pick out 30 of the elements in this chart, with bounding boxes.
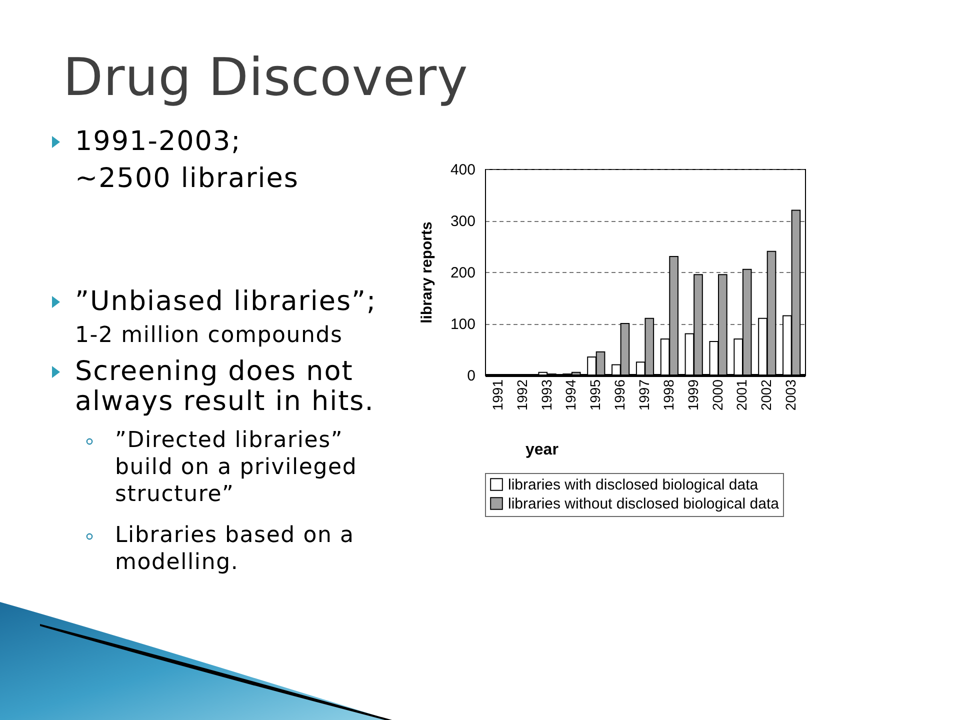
x-tick-label: 1993 — [538, 379, 554, 411]
text: Screening does not always result in hits. — [75, 356, 376, 417]
text: Libraries based on a modelling. — [115, 522, 356, 576]
y-tick-label: 400 — [450, 162, 476, 178]
legend-label: libraries with disclosed biological data — [508, 476, 759, 494]
y-tick-label: 200 — [450, 264, 476, 282]
x-tick-label: 1997 — [636, 379, 652, 411]
text: ~2500 libraries — [75, 163, 300, 194]
x-tick-label: 2001 — [734, 379, 750, 411]
legend-label: libraries without disclosed biological data — [508, 496, 780, 512]
text: ”Unbiased libraries”; — [75, 286, 378, 317]
x-tick-label: 1996 — [612, 379, 628, 411]
x-tick-label: 1992 — [514, 379, 530, 411]
text: 1991-2003; — [75, 126, 242, 157]
x-tick-label: 2003 — [782, 379, 799, 411]
x-axis-title: year — [526, 442, 558, 458]
x-tick-label: 1994 — [562, 379, 579, 411]
x-tick-label: 1991 — [489, 379, 506, 411]
x-tick-label: 2000 — [709, 379, 726, 411]
x-tick-label: 1995 — [587, 379, 604, 411]
text: 1-2 million compounds — [75, 322, 344, 349]
text: ”Directed libraries” build on a privileged structure” — [115, 427, 358, 508]
x-tick-label: 1999 — [684, 379, 701, 411]
x-tick-label: 2002 — [758, 379, 774, 411]
chart-title: Drug Discovery — [63, 48, 468, 108]
y-axis-title: library reports — [418, 222, 436, 324]
x-tick-label: 1998 — [660, 379, 676, 411]
y-tick-label: 300 — [450, 213, 476, 230]
y-tick-label: 100 — [450, 316, 476, 333]
y-tick-label: 0 — [467, 368, 476, 384]
